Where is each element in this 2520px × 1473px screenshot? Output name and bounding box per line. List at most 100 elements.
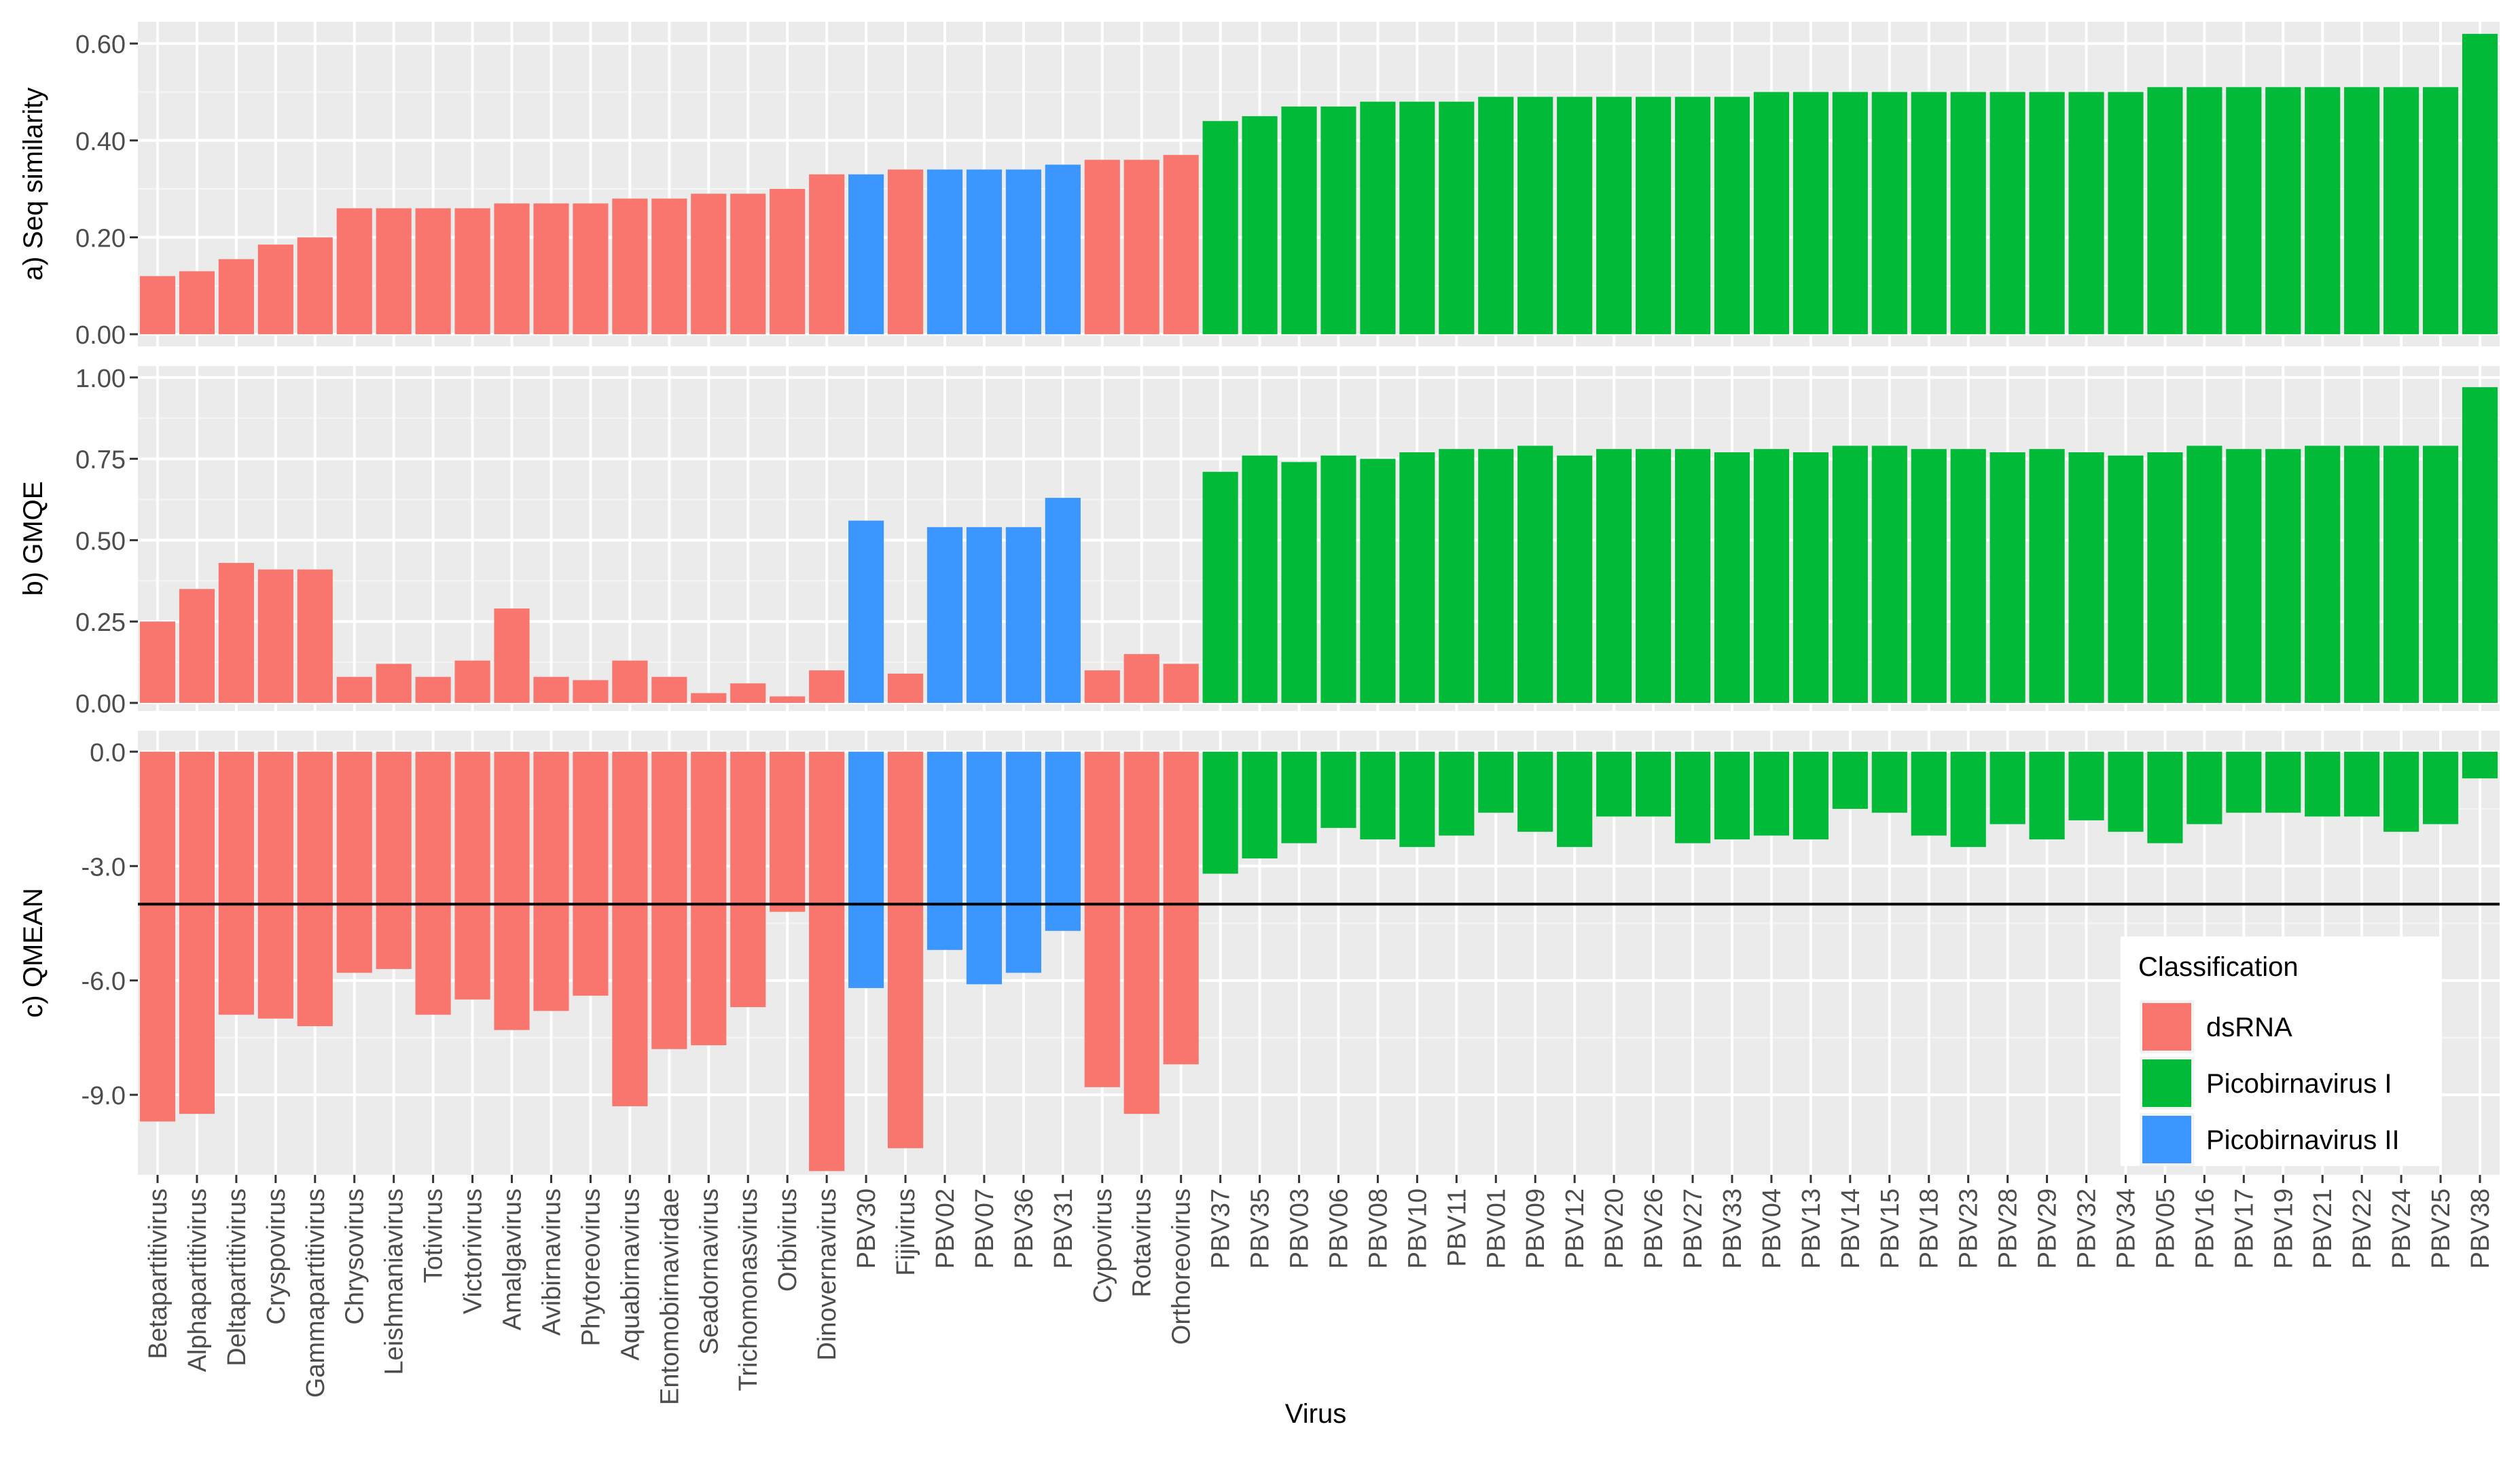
- x-tick-label: PBV14: [1837, 1188, 1865, 1269]
- bar-orthoreovirus: [1163, 663, 1199, 704]
- bar-pbv06: [1320, 751, 1356, 829]
- bar-victorivirus: [454, 660, 490, 704]
- bar-leishmaniavirus: [376, 751, 412, 969]
- bar-pbv19: [2265, 751, 2301, 813]
- bar-pbv23: [1950, 751, 1986, 848]
- x-tick-label: PBV08: [1364, 1188, 1392, 1269]
- bar-pbv18: [1911, 751, 1947, 836]
- bar-pbv23: [1950, 449, 1986, 704]
- bar-alphapartitivirus: [179, 271, 215, 335]
- legend-title: Classification: [2138, 952, 2299, 982]
- x-tick-label: PBV09: [1522, 1188, 1550, 1269]
- bar-pbv36: [1005, 169, 1041, 335]
- bar-pbv19: [2265, 449, 2301, 704]
- panel-background: [138, 366, 2500, 711]
- x-tick-label: Dinovernavirus: [813, 1188, 842, 1360]
- bar-alphapartitivirus: [179, 589, 215, 704]
- bar-deltapartitivirus: [218, 751, 254, 1015]
- bar-pbv09: [1517, 751, 1553, 832]
- bar-pbv37: [1202, 471, 1238, 704]
- bar-pbv24: [2383, 87, 2419, 335]
- bar-pbv29: [2029, 751, 2065, 839]
- bar-pbv11: [1439, 101, 1475, 335]
- bar-pbv26: [1635, 449, 1672, 704]
- bar-leishmaniavirus: [376, 208, 412, 335]
- bar-pbv13: [1793, 751, 1829, 839]
- bar-pbv38: [2462, 33, 2498, 335]
- legend: Classification dsRNA Picobirnavirus I Picob…: [2121, 936, 2442, 1166]
- bar-pbv30: [848, 751, 884, 988]
- x-tick-label: Amalgavirus: [499, 1188, 527, 1330]
- bar-pbv33: [1714, 96, 1750, 335]
- legend-label: dsRNA: [2206, 1013, 2292, 1042]
- bar-cryspovirus: [257, 569, 293, 704]
- bar-avibirnavirus: [533, 676, 569, 704]
- x-tick-label: Leishmaniavirus: [380, 1188, 409, 1375]
- bar-pbv02: [926, 169, 963, 335]
- bar-betapartitivirus: [139, 621, 176, 704]
- bar-pbv07: [966, 527, 1003, 704]
- bar-pbv23: [1950, 92, 1986, 335]
- bar-pbv10: [1399, 452, 1435, 704]
- bar-orbivirus: [770, 189, 806, 335]
- bar-pbv22: [2344, 445, 2380, 704]
- x-tick-label: Gammapartitivirus: [302, 1188, 330, 1398]
- bar-pbv27: [1674, 751, 1711, 843]
- x-tick-label: PBV27: [1679, 1188, 1708, 1269]
- bar-orbivirus: [770, 751, 806, 912]
- bar-gammapartitivirus: [297, 569, 333, 704]
- x-tick-label: PBV31: [1049, 1188, 1078, 1269]
- bar-pbv04: [1753, 751, 1790, 836]
- bar-pbv08: [1360, 751, 1396, 839]
- bar-fijivirus: [887, 169, 924, 335]
- bar-pbv06: [1320, 455, 1356, 704]
- bar-pbv01: [1478, 751, 1514, 813]
- legend-label: Picobirnavirus I: [2206, 1069, 2392, 1099]
- y-axis-title: c) QMEAN: [18, 888, 48, 1017]
- bar-phytoreovirus: [573, 680, 609, 704]
- bar-pbv18: [1911, 92, 1947, 335]
- bar-amalgavirus: [494, 608, 530, 704]
- bar-betapartitivirus: [139, 751, 176, 1122]
- y-tick-label: -9.0: [82, 1082, 126, 1110]
- bar-cryspovirus: [257, 244, 293, 335]
- bar-avibirnavirus: [533, 203, 569, 335]
- bar-dinovernavirus: [809, 751, 845, 1171]
- bar-cypovirus: [1084, 670, 1120, 704]
- x-tick-label: PBV26: [1640, 1188, 1668, 1269]
- bar-fijivirus: [887, 751, 924, 1148]
- x-tick-label: PBV24: [2388, 1188, 2416, 1269]
- bar-pbv25: [2422, 751, 2459, 824]
- x-tick-label: PBV34: [2112, 1188, 2140, 1269]
- bar-pbv09: [1517, 445, 1553, 704]
- bar-pbv01: [1478, 96, 1514, 335]
- bar-rotavirus: [1123, 654, 1159, 704]
- bar-gammapartitivirus: [297, 751, 333, 1027]
- bar-pbv21: [2305, 87, 2341, 335]
- x-tick-label: PBV21: [2309, 1188, 2337, 1269]
- bar-seadornavirus: [691, 194, 727, 335]
- bar-pbv27: [1674, 96, 1711, 335]
- bar-pbv31: [1045, 498, 1081, 704]
- bar-totivirus: [415, 676, 451, 704]
- bar-pbv17: [2226, 87, 2262, 335]
- x-tick-label: PBV07: [971, 1188, 999, 1269]
- x-tick-label: PBV19: [2269, 1188, 2298, 1269]
- bar-pbv28: [1990, 92, 2026, 335]
- x-tick-label: PBV12: [1561, 1188, 1589, 1269]
- bar-chrysovirus: [336, 751, 372, 973]
- bar-pbv15: [1871, 751, 1907, 813]
- x-tick-label: Deltapartitivirus: [223, 1188, 251, 1366]
- bar-pbv24: [2383, 445, 2419, 704]
- y-tick-label: -6.0: [82, 968, 126, 996]
- x-tick-label: Seadornavirus: [695, 1188, 723, 1355]
- bar-pbv21: [2305, 751, 2341, 817]
- bar-cryspovirus: [257, 751, 293, 1019]
- bar-seadornavirus: [691, 751, 727, 1046]
- bar-avibirnavirus: [533, 751, 569, 1011]
- bar-trichomonasvirus: [730, 751, 766, 1007]
- bar-pbv26: [1635, 96, 1672, 335]
- bar-pbv16: [2186, 751, 2222, 824]
- x-tick-label: PBV05: [2151, 1188, 2180, 1269]
- y-tick-label: 0.00: [75, 690, 126, 719]
